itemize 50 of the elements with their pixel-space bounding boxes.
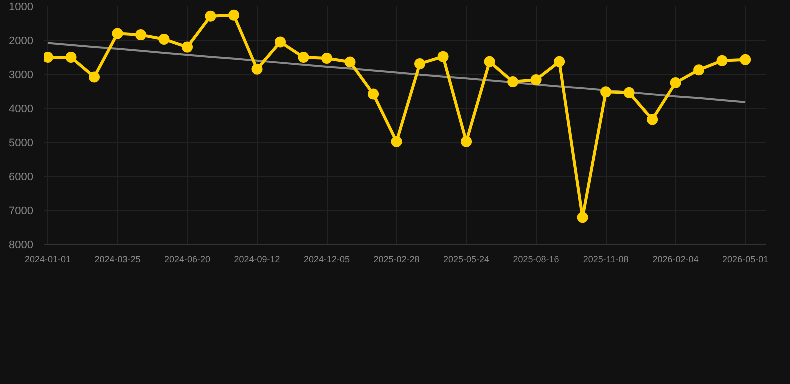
point (322, 53, 333, 64)
point (438, 51, 449, 62)
point (205, 10, 216, 22)
point (530, 74, 542, 86)
point (275, 36, 286, 48)
point (554, 56, 566, 68)
point (391, 136, 402, 148)
point (88, 72, 100, 83)
point (136, 30, 146, 41)
point (182, 42, 194, 53)
point (740, 54, 752, 66)
point (112, 28, 124, 40)
point (252, 64, 263, 75)
point (577, 212, 588, 224)
x-tick-label: 2026-05-01 (722, 254, 769, 264)
x-tick-label: 2024-09-12 (234, 254, 280, 264)
y-tick-label: 2000 (9, 36, 34, 48)
y-tick-label: 3000 (9, 70, 34, 82)
x-tick-label: 2025-11-08 (583, 254, 629, 264)
y-tick-label: 6000 (9, 172, 34, 184)
point (158, 34, 170, 45)
x-tick-label: 2025-08-16 (513, 254, 560, 264)
point (228, 10, 240, 21)
y-tick-label: 4000 (9, 104, 34, 116)
point (716, 55, 728, 66)
point (368, 88, 380, 100)
x-tick-label: 2024-12-05 (304, 254, 350, 264)
point (461, 136, 472, 148)
point (624, 87, 635, 98)
y-tick-label: 5000 (9, 138, 34, 150)
point (298, 52, 310, 63)
x-tick-label: 2025-02-28 (374, 254, 420, 264)
y-tick-label: 8000 (9, 240, 34, 252)
point (508, 76, 519, 88)
x-tick-label: 2024-03-25 (94, 254, 141, 264)
point (600, 86, 612, 98)
point (647, 114, 658, 126)
x-tick-label: 2025-05-24 (444, 254, 490, 264)
y-tick-label: 7000 (9, 206, 34, 218)
point (344, 56, 356, 68)
x-tick-label: 2024-06-20 (164, 254, 211, 264)
point (484, 56, 496, 68)
point (694, 64, 705, 76)
y-tick-label: 1000 (9, 2, 34, 14)
point (414, 58, 426, 70)
x-tick-label: 2026-02-04 (652, 254, 699, 264)
x-tick-label: 2024-01-01 (24, 254, 72, 264)
point (66, 52, 77, 63)
point (670, 78, 682, 88)
line-series (46, 42, 747, 104)
